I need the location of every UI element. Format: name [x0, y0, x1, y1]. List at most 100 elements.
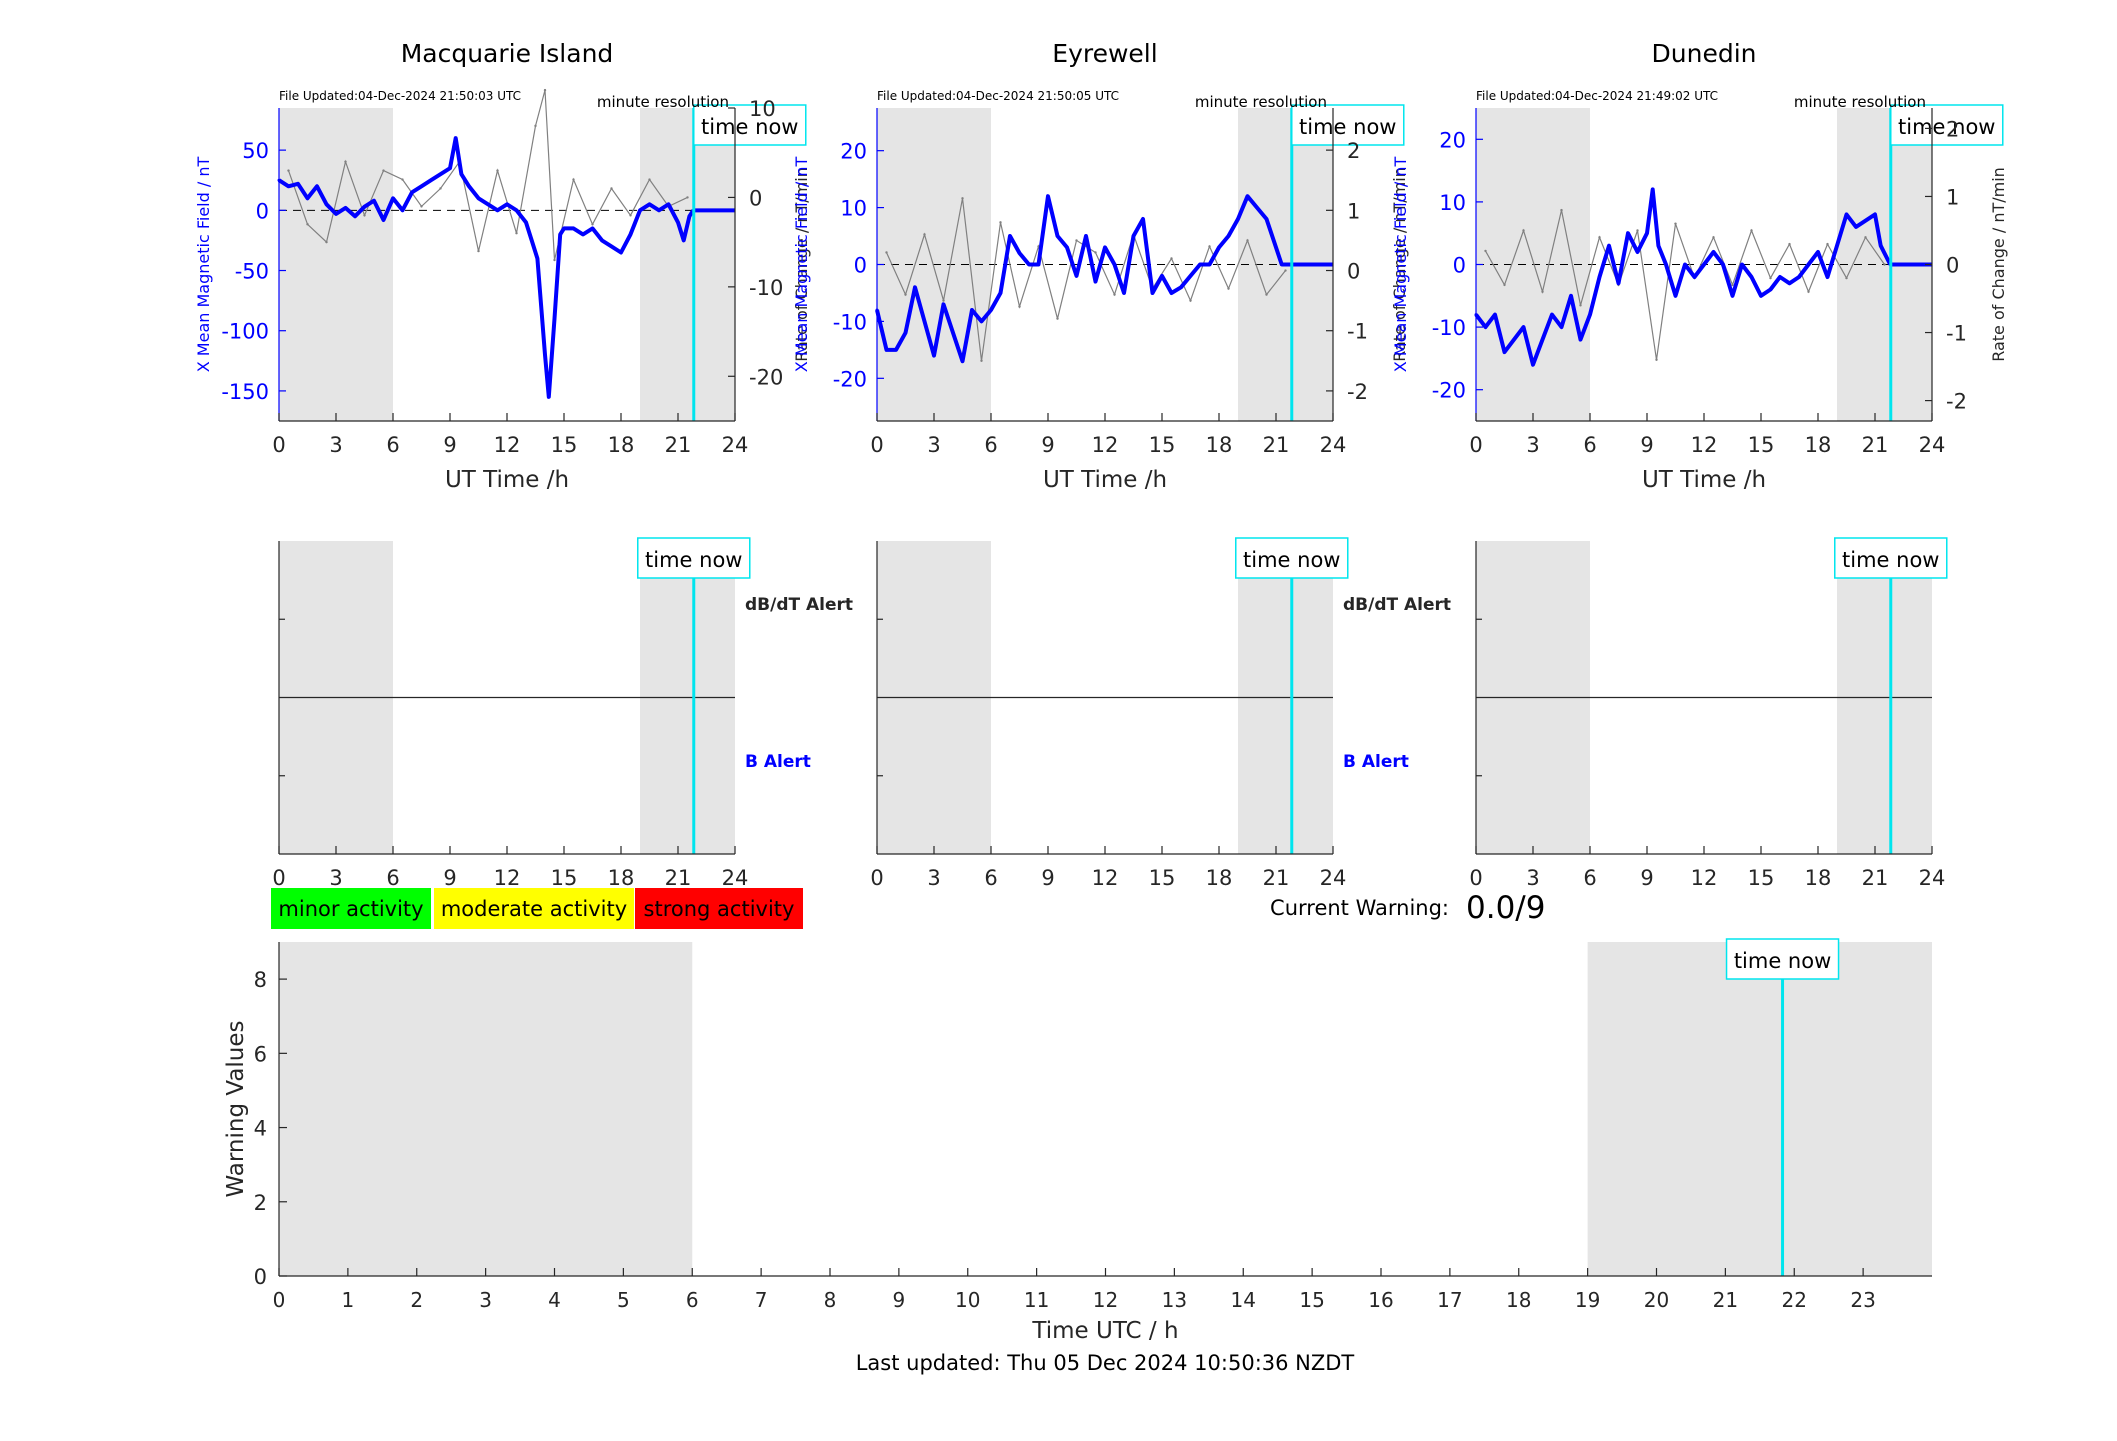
y-axis-label: X Mean Magnetic Field / nT [792, 157, 811, 373]
x-field-point [932, 354, 936, 358]
rate-point [401, 178, 404, 181]
x-tick-label: 0 [273, 1288, 286, 1312]
x-tick-label: 9 [1041, 866, 1054, 890]
x-field-point [1141, 217, 1145, 221]
rate-point [1560, 208, 1563, 212]
chart-title: Eyrewell [1052, 39, 1157, 68]
x-tick-label: 9 [1041, 433, 1054, 457]
y2-axis-label: Rate of Change / nT/min [792, 167, 811, 362]
x-field-point [1170, 291, 1173, 295]
x-tick-label: 18 [608, 433, 635, 457]
x-field-point [989, 308, 993, 312]
y-tick-label: 0 [254, 1265, 267, 1289]
x-field-point [885, 348, 888, 352]
rate-point [1598, 236, 1601, 239]
x-field-point [1607, 244, 1611, 248]
x-field-point [1027, 263, 1031, 266]
y-tick-label: -20 [1432, 379, 1466, 403]
y-tick-label: 6 [254, 1042, 267, 1066]
x-field-point [530, 238, 534, 242]
x-field-point [496, 208, 499, 212]
rate-point [904, 293, 907, 296]
rate-point [1750, 229, 1753, 232]
b-alert-label: B Alert [1343, 752, 1409, 772]
x-tick-label: 14 [1231, 1288, 1256, 1312]
x-tick-label: 19 [1575, 1288, 1600, 1312]
x-tick-label: 10 [955, 1288, 980, 1312]
y-axis-label: X Mean Magnetic Field / nT [1391, 157, 1410, 373]
x-tick-label: 9 [443, 866, 456, 890]
x-tick-label: 12 [1092, 433, 1119, 457]
x-tick-label: 6 [686, 1288, 699, 1312]
x-tick-label: 21 [1713, 1288, 1738, 1312]
y-tick-label: 0 [256, 199, 269, 223]
x-field-point [334, 212, 338, 216]
rate-point [1265, 293, 1268, 296]
y2-tick-label: -1 [1347, 320, 1368, 344]
x-field-point [1731, 294, 1734, 298]
x-field-point [1683, 263, 1687, 266]
x-field-point [687, 214, 691, 218]
x-tick-label: 2 [410, 1288, 423, 1312]
x-field-point [1217, 245, 1221, 249]
x-tick-label: 3 [1526, 866, 1539, 890]
rate-point [648, 178, 651, 181]
x-tick-label: 11 [1024, 1288, 1049, 1312]
x-axis-label: Time UTC / h [1031, 1318, 1178, 1344]
x-field-point [353, 214, 357, 218]
rate-point [1788, 242, 1791, 246]
rate-point [1113, 293, 1116, 296]
rate-point [1655, 358, 1658, 361]
x-tick-label: 3 [479, 1288, 492, 1312]
x-tick-label: 12 [1093, 1288, 1118, 1312]
x-tick-label: 18 [1506, 1288, 1531, 1312]
y2-tick-label: 2 [1946, 117, 1959, 141]
night-shading-0 [279, 942, 693, 1276]
x-field-point [913, 285, 917, 289]
x-tick-label: 18 [1805, 433, 1832, 457]
x-field-point [629, 232, 632, 236]
x-field-point [1873, 212, 1877, 216]
x-field-point [1122, 291, 1126, 295]
time-now-box [693, 104, 807, 146]
resolution-label: minute resolution [1195, 93, 1327, 111]
x-field-point [454, 136, 458, 140]
x-tick-label: 16 [1368, 1288, 1393, 1312]
y-tick-label: 4 [254, 1117, 267, 1141]
x-field-point [1598, 275, 1601, 279]
rate-point [1541, 290, 1544, 293]
x-tick-label: 12 [1092, 866, 1119, 890]
x-field-point [558, 232, 562, 236]
rate-point [1018, 305, 1021, 308]
x-field-point [429, 178, 433, 182]
rate-point [553, 258, 556, 262]
x-field-point [486, 202, 490, 206]
x-field-point [1008, 234, 1012, 238]
x-field-point [1750, 275, 1753, 279]
x-tick-label: 15 [1748, 866, 1775, 890]
y-tick-label: -50 [235, 260, 269, 284]
x-field-point [1541, 338, 1544, 342]
x-tick-label: 17 [1437, 1288, 1462, 1312]
x-tick-label: 12 [494, 866, 521, 890]
x-field-series [1474, 187, 1892, 367]
x-field-point [1094, 280, 1097, 284]
b-alert-label: B Alert [745, 752, 811, 772]
x-field-point [553, 317, 556, 321]
x-field-point [591, 226, 594, 230]
rate-point [1845, 276, 1848, 280]
x-field-point [1845, 212, 1848, 216]
x-field-point [1788, 281, 1791, 285]
current-warning-value: 0.0/9 [1466, 890, 1545, 926]
x-field-point [1208, 263, 1211, 266]
rate-point [1246, 239, 1249, 242]
x-field-point [600, 238, 604, 242]
rate-of-change-series [1484, 209, 1885, 360]
y2-tick-label: -2 [1946, 390, 1967, 414]
x-tick-label: 20 [1644, 1288, 1669, 1312]
x-field-point [1617, 281, 1620, 285]
file-updated-label: File Updated:04-Dec-2024 21:50:03 UTC [279, 89, 521, 103]
x-field-point [1246, 194, 1249, 198]
x-tick-label: 18 [1206, 433, 1233, 457]
x-tick-label: 9 [1640, 433, 1653, 457]
